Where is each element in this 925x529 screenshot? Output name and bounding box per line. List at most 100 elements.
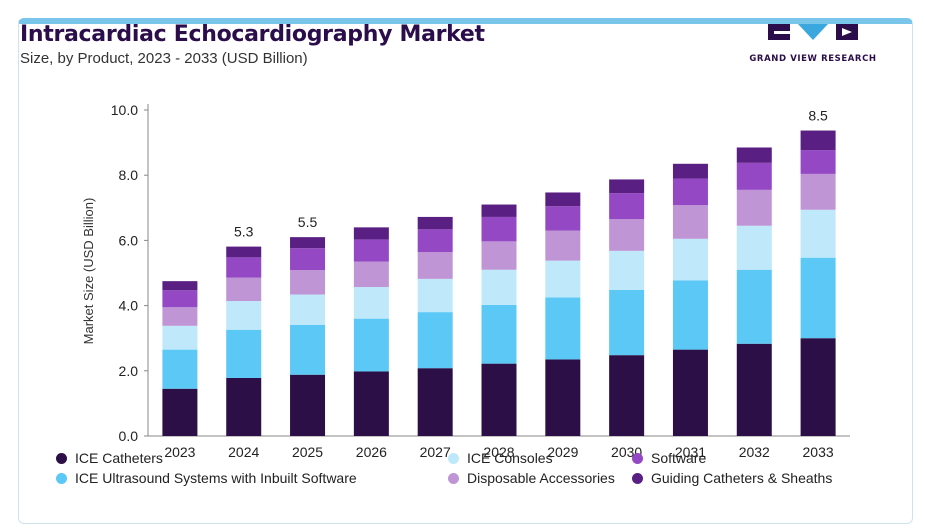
bar-segment-disposable (226, 277, 262, 302)
bar-segment-disposable (545, 230, 581, 261)
bar-segment-ice-catheters (736, 343, 772, 436)
chart-bars (162, 130, 836, 436)
bar-segment-ice-catheters (481, 363, 517, 436)
bar-segment-guiding (226, 246, 262, 258)
bar-segment-guiding (481, 204, 517, 217)
x-tick-label: 2026 (356, 444, 387, 460)
chart-labels: 2023 2024 2025 2026 2027 2028 2029 2030 2031 2032… (164, 108, 834, 460)
bar-segment-ice-consoles (545, 260, 581, 298)
legend-item: Disposable Accessories (448, 470, 615, 486)
bar-segment-ice-consoles (417, 278, 453, 313)
bar-segment-ice-consoles (290, 294, 326, 325)
bar-segment-software (481, 216, 517, 242)
bar-segment-software (417, 229, 453, 253)
bar-segment-disposable (609, 219, 645, 251)
bar-segment-ice-catheters (609, 355, 645, 436)
bar-segment-guiding (290, 237, 326, 249)
y-tick-label: 0.0 (119, 428, 139, 444)
legend-swatch (448, 452, 459, 464)
bar-segment-ice-catheters (162, 388, 198, 436)
bar-segment-software (800, 150, 836, 174)
legend-label: Guiding Catheters & Sheaths (651, 470, 833, 486)
legend-label: Disposable Accessories (467, 470, 615, 486)
bar-segment-software (736, 162, 772, 190)
y-tick-label: 2.0 (119, 363, 139, 379)
bar-segment-ice-catheters (417, 368, 453, 436)
bar-segment-guiding (800, 130, 836, 151)
legend-label: ICE Consoles (467, 450, 553, 466)
legend-swatch (448, 472, 459, 484)
legend-label: ICE Catheters (75, 450, 163, 466)
bar-segment-disposable (162, 307, 198, 326)
bar-segment-guiding (545, 192, 581, 207)
bar-segment-ice-consoles (226, 301, 262, 330)
bar-segment-disposable (800, 173, 836, 210)
x-tick-label: 2029 (547, 444, 578, 460)
x-tick-label: 2033 (803, 444, 834, 460)
bar-segment-ice-ultrasound (417, 312, 453, 369)
legend-item: ICE Ultrasound Systems with Inbuilt Soft… (56, 470, 357, 486)
chart-legend: ICE Catheters ICE Ultrasound Systems with… (56, 448, 876, 492)
legend-item: ICE Consoles (448, 450, 553, 466)
bar-segment-guiding (353, 227, 389, 240)
bar-segment-ice-catheters (290, 374, 326, 436)
bar-segment-software (672, 178, 708, 206)
bar-segment-software (545, 206, 581, 231)
bar-segment-ice-ultrasound (672, 280, 708, 350)
x-tick-label: 2027 (420, 444, 451, 460)
y-tick-label: 10.0 (111, 102, 138, 118)
legend-swatch (632, 452, 643, 464)
x-tick-label: 2023 (164, 444, 195, 460)
bar-segment-ice-consoles (800, 209, 836, 258)
bar-segment-ice-ultrasound (226, 329, 262, 378)
legend-swatch (56, 472, 67, 484)
bar-segment-ice-catheters (226, 377, 262, 436)
x-tick-label: 2028 (483, 444, 514, 460)
y-tick-label: 6.0 (119, 232, 139, 248)
bar-segment-ice-ultrasound (609, 289, 645, 356)
legend-item: Guiding Catheters & Sheaths (632, 470, 832, 486)
bar-total-label: 5.3 (234, 224, 254, 240)
bar-segment-ice-consoles (736, 225, 772, 270)
bar-segment-software (353, 239, 389, 262)
bar-segment-guiding (162, 281, 198, 291)
legend-label: Software (651, 450, 707, 466)
bar-segment-disposable (736, 189, 772, 226)
brand-logo-text: GRAND VIEW RESEARCH (749, 54, 877, 64)
x-tick-label: 2032 (739, 444, 770, 460)
legend-label: ICE Ultrasound Systems with Inbuilt Soft… (75, 470, 357, 486)
brand-logo: GRAND VIEW RESEARCH (748, 22, 878, 70)
bar-segment-guiding (672, 163, 708, 179)
y-tick-label: 4.0 (119, 298, 139, 314)
bar-segment-disposable (417, 252, 453, 279)
bar-segment-ice-ultrasound (353, 318, 389, 372)
chart-title: Intracardiac Echocardiography Market (20, 22, 485, 47)
bar-segment-software (609, 193, 645, 220)
x-tick-label: 2025 (292, 444, 323, 460)
bar-segment-disposable (353, 261, 389, 288)
bar-segment-ice-catheters (353, 371, 389, 436)
bar-total-label: 5.5 (298, 214, 318, 230)
bar-total-label: 8.5 (808, 108, 828, 124)
bar-segment-software (226, 257, 262, 278)
bar-segment-disposable (672, 205, 708, 239)
bar-segment-ice-ultrasound (290, 324, 326, 375)
bar-segment-ice-consoles (481, 269, 517, 305)
bar-segment-ice-consoles (609, 250, 645, 290)
bar-segment-ice-ultrasound (481, 304, 517, 364)
legend-swatch (56, 452, 67, 464)
bar-segment-guiding (609, 179, 645, 194)
bar-segment-disposable (481, 241, 517, 270)
bar-segment-ice-consoles (353, 287, 389, 319)
bar-segment-guiding (417, 216, 453, 230)
bar-segment-ice-ultrasound (736, 269, 772, 344)
bar-segment-software (162, 290, 198, 308)
bar-segment-ice-catheters (800, 338, 836, 436)
bar-segment-ice-ultrasound (162, 349, 198, 389)
x-tick-label: 2024 (228, 444, 259, 460)
bar-segment-disposable (290, 270, 326, 295)
brand-logo-icon (768, 24, 858, 40)
legend-swatch (632, 472, 643, 484)
bar-segment-ice-ultrasound (800, 257, 836, 339)
